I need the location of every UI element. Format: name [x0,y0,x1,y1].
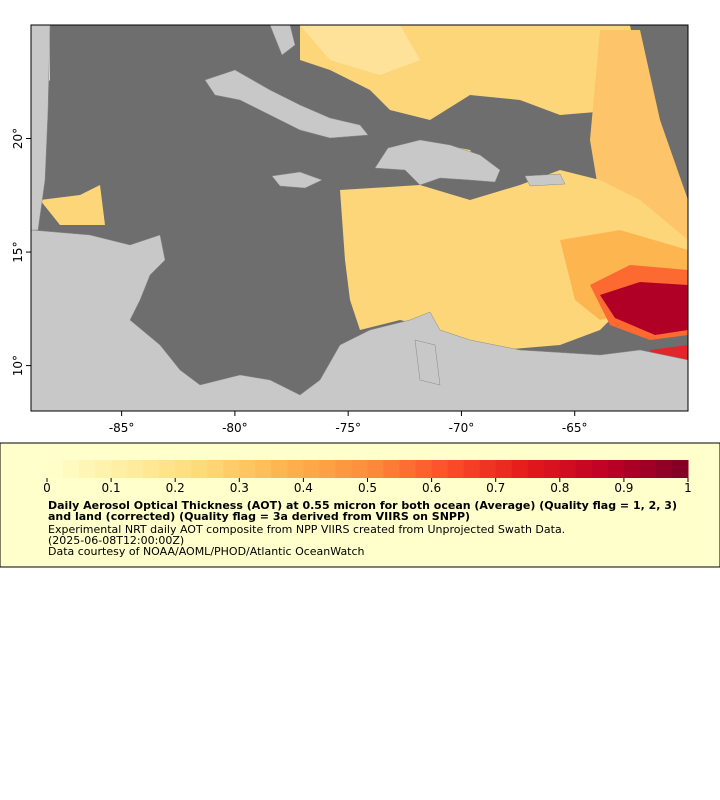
caption-description: Experimental NRT daily AOT composite fro… [48,523,566,536]
x-tick-label: -85° [109,421,135,435]
y-tick-label: 20° [11,128,25,149]
puerto-rico [524,173,566,187]
colorbar-step [591,460,609,478]
colorbar-step [255,460,272,478]
colorbar-tick-label: 0.1 [102,481,121,495]
colorbar-tick-label: 1 [684,481,692,495]
colorbar-step [335,460,352,478]
colorbar-tick-label: 0.5 [358,481,377,495]
hispaniola [374,139,501,186]
colorbar-step [559,460,577,478]
colorbar-step [383,460,401,478]
colorbar-step [511,460,529,478]
jamaica [271,171,323,189]
colorbar-step [575,460,593,478]
y-tick-label: 10° [11,355,25,376]
y-tick-label: 15° [11,241,25,262]
colorbar-tick-label: 0.6 [422,481,441,495]
colorbar-tick-label: 0.7 [486,481,505,495]
land [30,24,689,412]
colorbar-step [495,460,513,478]
colorbar-step [95,460,112,478]
colorbar-step [143,460,160,478]
colorbar-step [63,460,80,478]
aot-patch [600,282,688,335]
colorbar-step [239,460,256,478]
colorbar-step [607,460,625,478]
colorbar-step [655,460,673,478]
colorbar-step [527,460,545,478]
caption-time: (2025-06-08T12:00:00Z) [48,534,185,547]
map-frame [30,24,689,412]
x-tick-label: -70° [449,421,475,435]
caption-credit: Data courtesy of NOAA/AOML/PHOD/Atlantic… [48,545,365,558]
colorbar-step [399,460,417,478]
colorbar-step [415,460,433,478]
colorbar-step [543,460,561,478]
colorbar-step [111,460,128,478]
land-mass [30,229,689,412]
x-tick-label: -65° [562,421,588,435]
colorbar-tick-label: 0.4 [294,481,313,495]
colorbar-tick-label: 0.9 [614,481,633,495]
colorbar-step [79,460,96,478]
colorbar-step [479,460,497,478]
colorbar-step [159,460,176,478]
colorbar-step [623,460,641,478]
colorbar-tick-label: 0.3 [230,481,249,495]
colorbar-step [351,460,368,478]
colorbar-step [191,460,208,478]
colorbar-step [447,460,465,478]
colorbar-step [319,460,336,478]
colorbar-step [223,460,240,478]
colorbar-step [303,460,320,478]
colorbar-step [639,460,657,478]
x-tick-label: -80° [222,421,248,435]
colorbar-tick-label: 0 [43,481,51,495]
map [30,24,689,412]
colorbar-tick-label: 0.2 [166,481,185,495]
colorbar-step [271,460,288,478]
colorbar-step [431,460,449,478]
colorbar-step [175,460,192,478]
colorbar-step [367,460,385,478]
aot-patch [40,185,105,225]
colorbar-step [127,460,144,478]
colorbar-step [287,460,304,478]
aot-patch [300,25,420,75]
lake-area [414,339,441,386]
cuba [204,69,369,139]
colorbar-step [671,460,689,478]
colorbar-step [47,460,64,478]
caption-title: Daily Aerosol Optical Thickness (AOT) at… [48,499,677,523]
colorbar-step [207,460,224,478]
colorbar-tick-label: 0.8 [550,481,569,495]
x-tick-label: -75° [335,421,361,435]
colorbar-step [463,460,481,478]
